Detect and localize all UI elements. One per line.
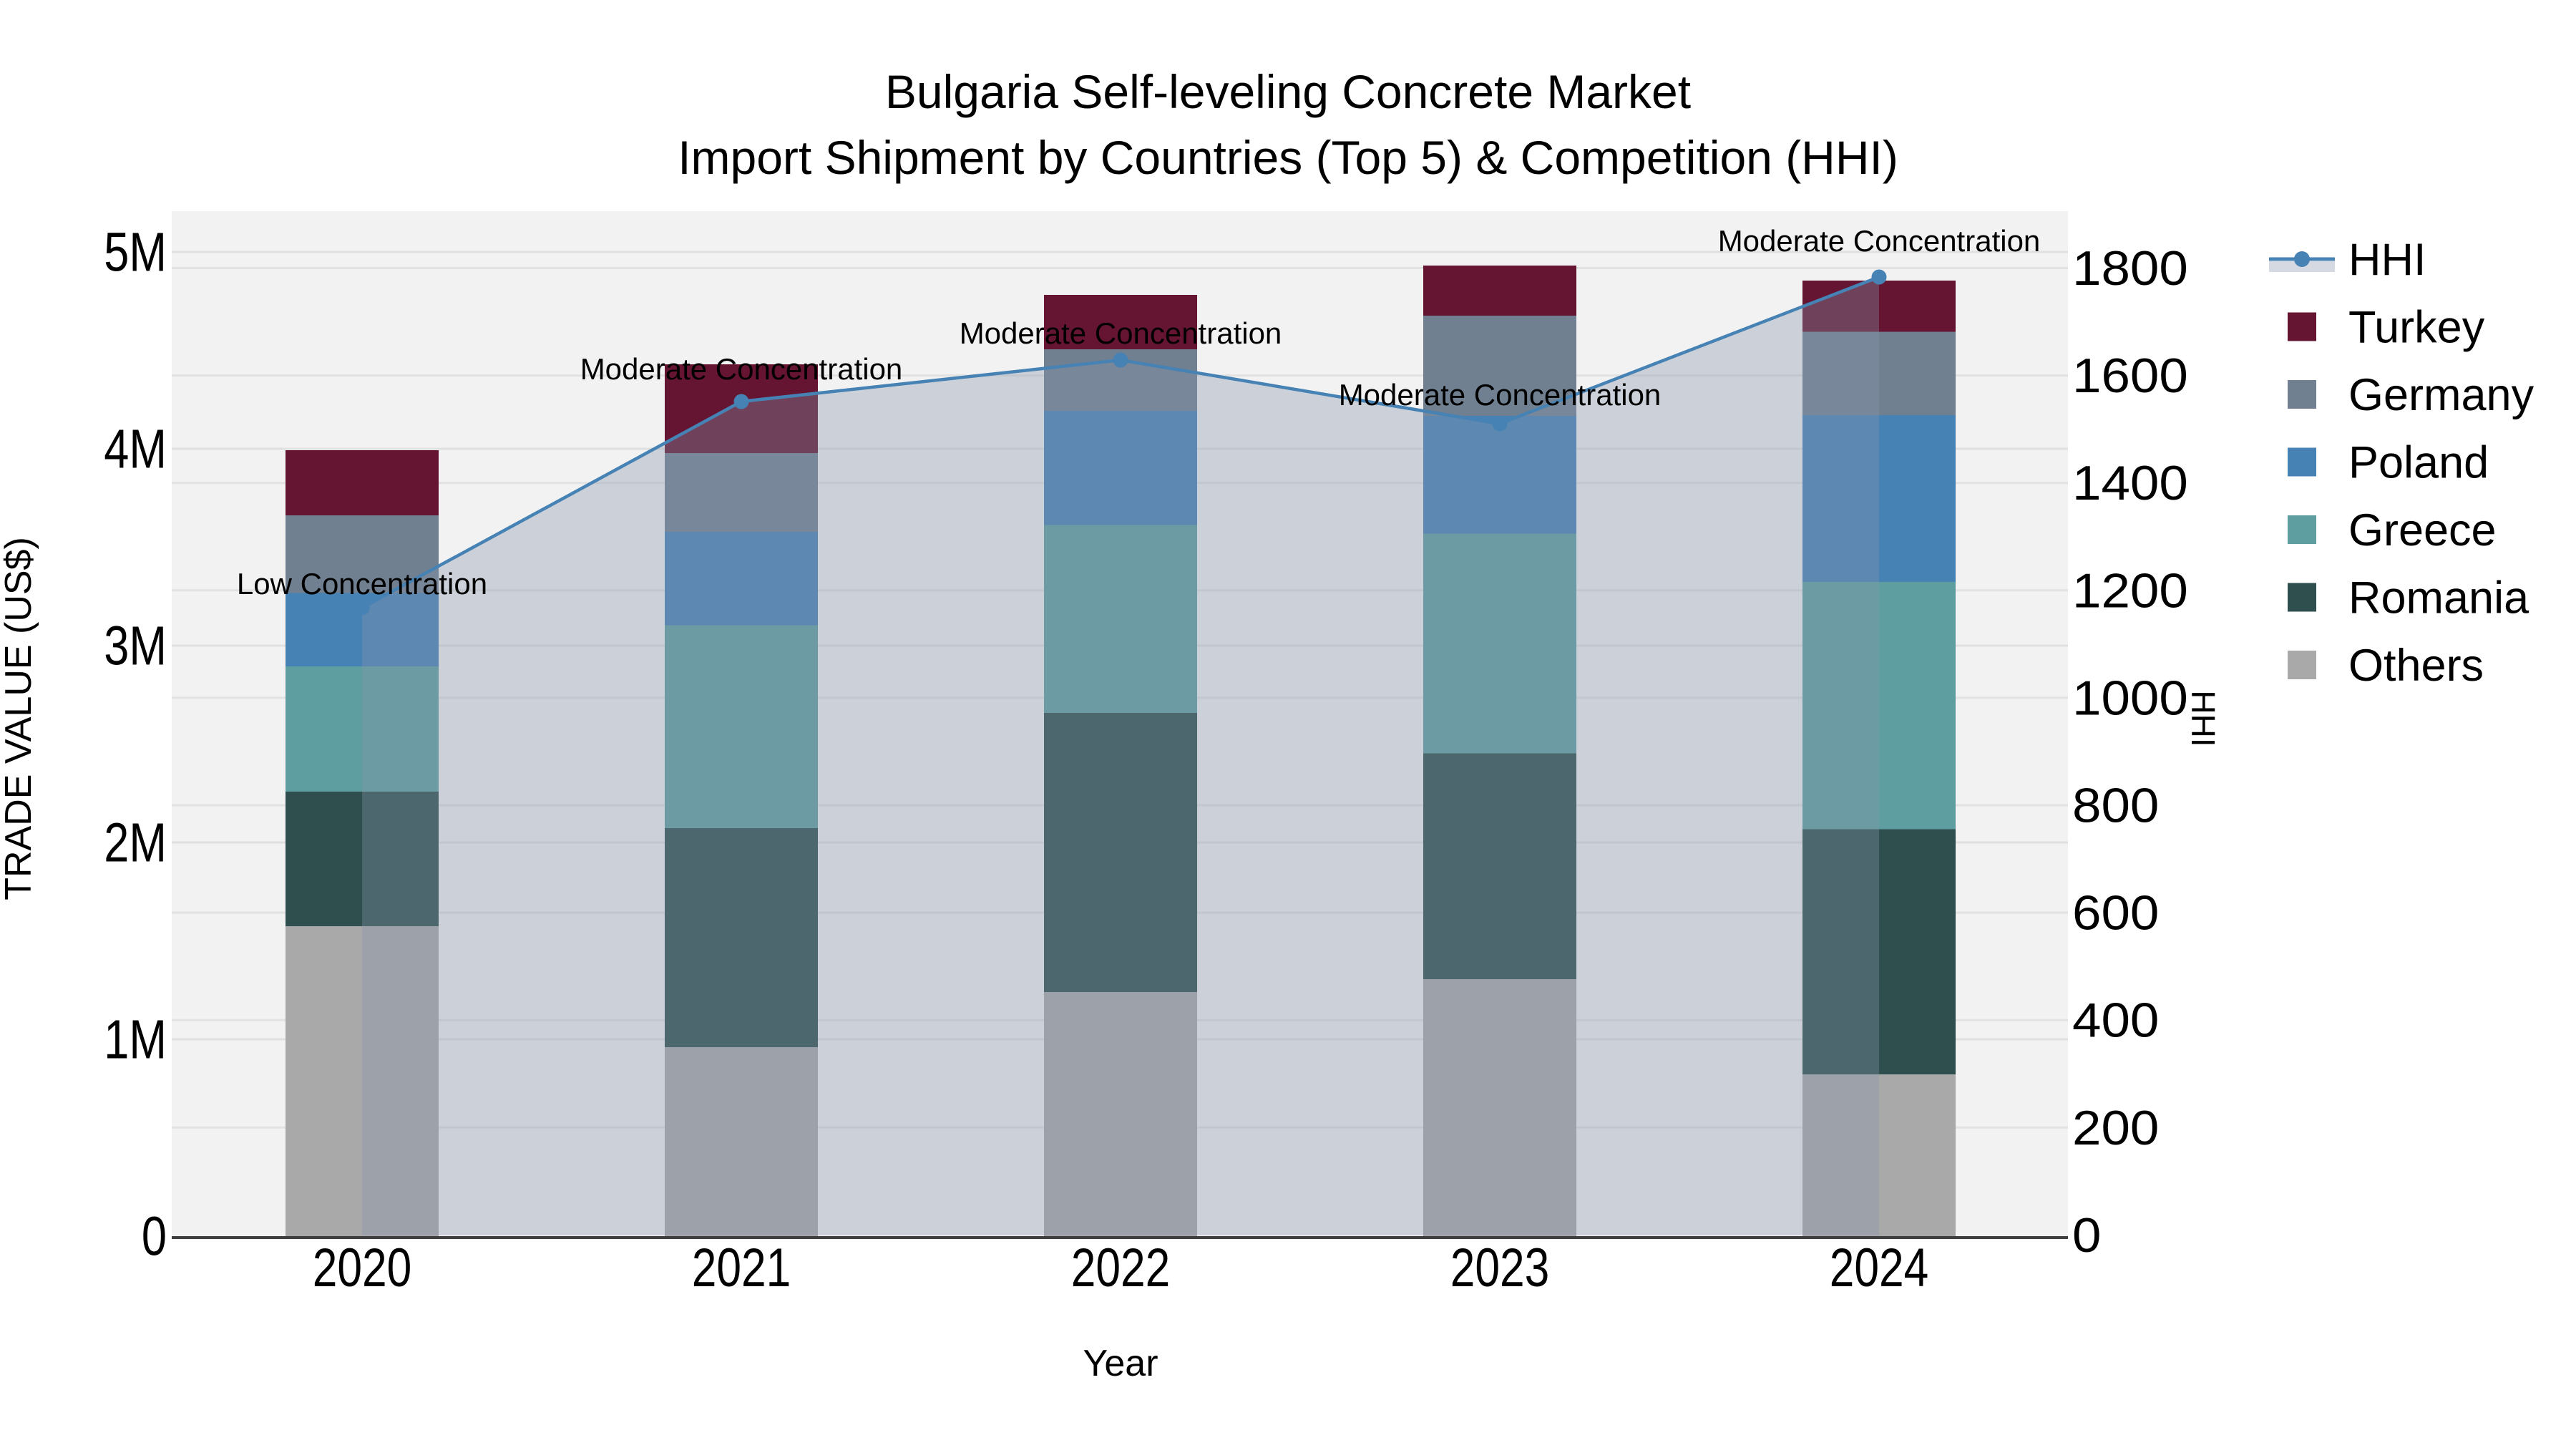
svg-text:2020: 2020 (313, 1237, 412, 1298)
svg-text:2023: 2023 (1450, 1237, 1550, 1298)
svg-text:0: 0 (142, 1205, 167, 1267)
svg-text:Year: Year (1083, 1343, 1158, 1384)
svg-text:Moderate Concentration: Moderate Concentration (1718, 224, 2041, 258)
svg-text:Greece: Greece (2348, 505, 2497, 555)
svg-text:Import Shipment by Countries (: Import Shipment by Countries (Top 5) & C… (678, 131, 1898, 184)
svg-text:0: 0 (2072, 1207, 2101, 1262)
svg-text:Moderate Concentration: Moderate Concentration (960, 316, 1282, 350)
svg-text:Moderate Concentration: Moderate Concentration (580, 352, 903, 386)
svg-text:200: 200 (2072, 1100, 2159, 1155)
svg-text:3M: 3M (104, 615, 167, 676)
svg-text:Romania: Romania (2348, 573, 2529, 623)
svg-text:1600: 1600 (2072, 348, 2188, 402)
svg-text:Turkey: Turkey (2348, 303, 2485, 353)
svg-text:5M: 5M (104, 221, 167, 283)
svg-text:1800: 1800 (2072, 240, 2188, 295)
svg-text:Bulgaria Self-leveling Concret: Bulgaria Self-leveling Concrete Market (885, 65, 1691, 118)
svg-text:TRADE VALUE (US$): TRADE VALUE (US$) (0, 537, 39, 900)
svg-text:2024: 2024 (1830, 1237, 1929, 1298)
svg-text:2021: 2021 (692, 1237, 791, 1298)
svg-text:400: 400 (2072, 993, 2159, 1047)
svg-text:4M: 4M (104, 418, 167, 480)
svg-text:HHI: HHI (2185, 690, 2222, 747)
svg-text:Moderate Concentration: Moderate Concentration (1339, 378, 1662, 412)
svg-text:800: 800 (2072, 778, 2159, 832)
svg-text:2022: 2022 (1071, 1237, 1171, 1298)
svg-text:1400: 1400 (2072, 455, 2188, 510)
svg-text:Others: Others (2348, 641, 2484, 691)
svg-text:HHI: HHI (2348, 235, 2426, 285)
svg-text:600: 600 (2072, 885, 2159, 940)
svg-text:1000: 1000 (2072, 671, 2188, 725)
svg-text:Low Concentration: Low Concentration (237, 567, 487, 601)
svg-text:Germany: Germany (2348, 370, 2534, 420)
svg-text:Poland: Poland (2348, 438, 2489, 488)
svg-text:2M: 2M (104, 812, 167, 873)
svg-text:1M: 1M (104, 1009, 167, 1070)
svg-text:1200: 1200 (2072, 563, 2188, 618)
